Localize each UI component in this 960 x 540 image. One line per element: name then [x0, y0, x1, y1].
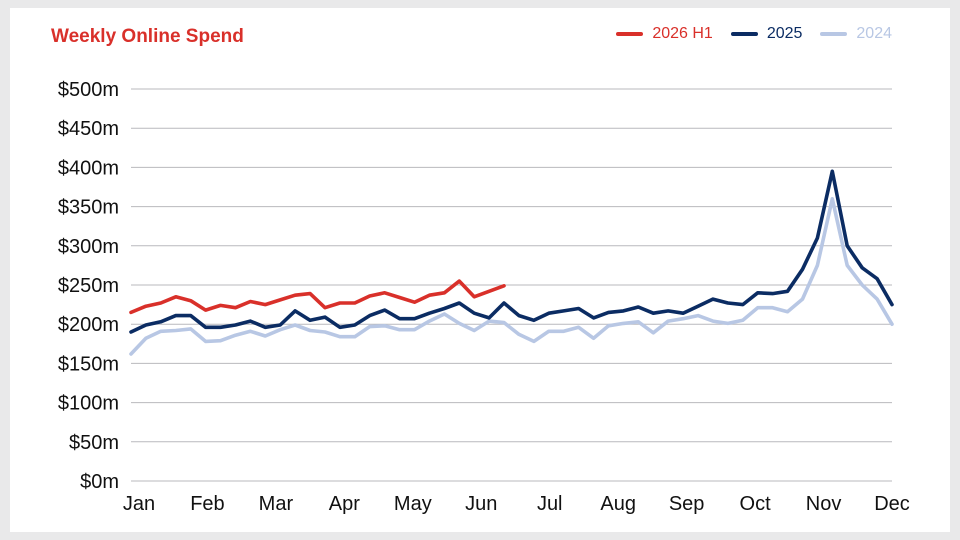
x-tick-nov: Nov — [806, 493, 842, 515]
legend-item-2024: 2024 — [820, 25, 892, 43]
x-axis-ticks: Jan Feb Mar Apr May Jun Jul Aug Sep Oct Nov Dec — [123, 493, 910, 515]
x-tick-aug: Aug — [600, 493, 636, 515]
y-tick-100m: $100m — [58, 393, 119, 415]
x-tick-feb: Feb — [190, 493, 224, 515]
legend-label-2024: 2024 — [856, 25, 892, 42]
legend-item-2025: 2025 — [730, 25, 803, 43]
chart-title: Weekly Online Spend — [51, 26, 244, 47]
y-tick-50m: $50m — [69, 432, 119, 454]
x-tick-jan: Jan — [123, 493, 155, 515]
y-tick-450m: $450m — [58, 118, 119, 140]
y-tick-500m: $500m — [58, 79, 119, 101]
x-tick-oct: Oct — [740, 493, 772, 515]
legend-item-2026-h1: 2026 H1 — [616, 25, 713, 43]
y-tick-250m: $250m — [58, 275, 119, 297]
grid-lines — [131, 88, 892, 482]
legend-label-2026-h1: 2026 H1 — [652, 25, 713, 42]
legend-swatch-2025 — [730, 32, 758, 36]
x-tick-sep: Sep — [669, 493, 705, 515]
y-tick-200m: $200m — [58, 314, 119, 336]
y-axis-ticks: $500m $450m $400m $350m $300m $250m $200m $150m… — [58, 79, 119, 493]
series-line-2026-h1 — [129, 279, 506, 315]
series-lines — [129, 169, 894, 356]
y-tick-400m: $400m — [58, 157, 119, 179]
y-tick-0m: $0m — [80, 471, 119, 493]
x-tick-jul: Jul — [537, 493, 563, 515]
y-tick-350m: $350m — [58, 197, 119, 219]
legend-swatch-2026-h1 — [616, 32, 644, 36]
x-tick-jun: Jun — [465, 493, 497, 515]
x-tick-apr: Apr — [329, 493, 360, 515]
chart-legend: 2026 H1 2025 2024 — [616, 25, 892, 43]
x-tick-mar: Mar — [259, 493, 294, 515]
x-tick-dec: Dec — [874, 493, 910, 515]
y-tick-300m: $300m — [58, 236, 119, 258]
y-tick-150m: $150m — [58, 353, 119, 375]
x-tick-may: May — [394, 493, 432, 515]
legend-label-2025: 2025 — [766, 25, 803, 42]
chart-card: Weekly Online Spend 2026 H1 2025 2024 — [10, 8, 950, 532]
legend-swatch-2024 — [820, 32, 848, 36]
series-line-2025 — [129, 169, 894, 334]
series-line-2024 — [129, 197, 894, 356]
